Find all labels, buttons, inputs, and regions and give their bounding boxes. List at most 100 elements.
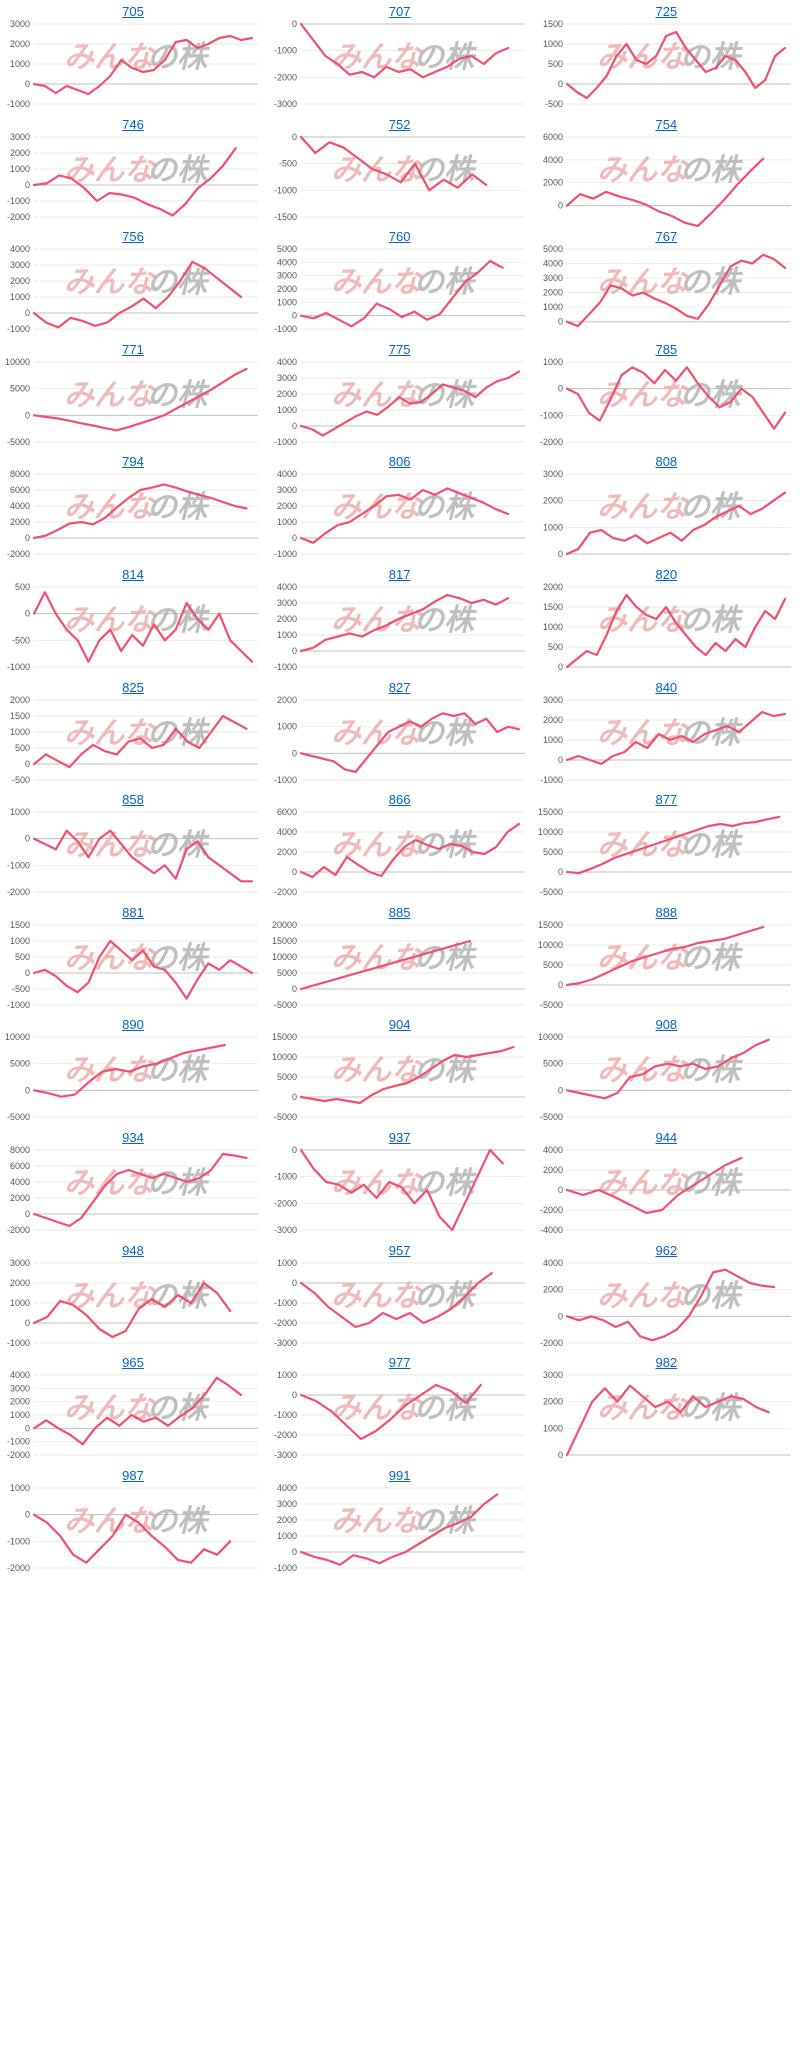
chart-934: -2000 0 2000 4000 6000 8000 みんな の株 934	[0, 1126, 266, 1238]
y-tick-label: 0	[292, 1092, 297, 1102]
y-tick-label: 0	[292, 867, 297, 877]
chart-881: -1000 -500 0 500 1000 1500 みんな の株 881	[0, 901, 266, 1013]
chart-title-link[interactable]: 707	[388, 4, 411, 19]
chart-title-link[interactable]: 725	[655, 4, 678, 19]
chart-title-link[interactable]: 957	[388, 1242, 411, 1258]
chart-title-link[interactable]: 785	[655, 341, 678, 357]
chart-title-link[interactable]: 904	[388, 1017, 411, 1033]
chart-title-link[interactable]: 944	[655, 1130, 678, 1145]
chart-title-link[interactable]: 767	[655, 229, 678, 245]
y-tick-label: 0	[292, 132, 297, 142]
y-tick-label: 3000	[543, 273, 563, 283]
chart-title-link[interactable]: 965	[122, 1355, 144, 1371]
series-line	[299, 1384, 482, 1441]
chart-794: -2000 0 2000 4000 6000 8000 みんな の株 794	[0, 450, 266, 562]
y-tick-label: 2000	[10, 517, 30, 527]
y-tick-label: 0	[25, 1318, 30, 1328]
watermark-logo-right: の株	[680, 153, 744, 188]
chart-title-link[interactable]: 890	[122, 1017, 144, 1033]
chart-title-link[interactable]: 794	[122, 454, 144, 470]
chart-title-link[interactable]: 982	[655, 1355, 678, 1371]
y-tick-label: -1000	[274, 324, 297, 334]
y-tick-label: 1000	[543, 735, 563, 745]
chart-title-link[interactable]: 754	[655, 116, 678, 132]
watermark-logo-left: みんな	[331, 265, 424, 300]
chart-title-link[interactable]: 775	[388, 341, 411, 357]
y-tick-label: 2000	[277, 614, 297, 624]
y-tick-label: 0	[292, 19, 297, 29]
y-tick-label: 1000	[277, 517, 297, 527]
series-line	[32, 939, 254, 1000]
y-tick-label: 0	[25, 834, 30, 844]
y-tick-label: -2000	[274, 1430, 297, 1440]
y-tick-label: -2000	[274, 72, 297, 82]
y-tick-label: 0	[292, 311, 297, 321]
chart-987: -2000 -1000 0 1000 みんな の株 987	[0, 1464, 266, 1576]
y-tick-label: 3000	[543, 1370, 563, 1380]
y-tick-label: 0	[292, 1145, 297, 1155]
y-tick-label: 5000	[277, 968, 297, 978]
y-tick-label: 1000	[10, 936, 30, 946]
chart-title-link[interactable]: 820	[655, 567, 678, 582]
chart-title-link[interactable]: 888	[655, 904, 678, 920]
chart-962: -2000 0 2000 4000 みんな の株 962	[533, 1239, 799, 1351]
chart-title-link[interactable]: 962	[655, 1242, 678, 1258]
series-line	[299, 593, 509, 653]
chart-title-link[interactable]: 705	[122, 4, 144, 19]
chart-title-link[interactable]: 908	[655, 1017, 678, 1033]
chart-title-link[interactable]: 808	[655, 454, 678, 470]
chart-title-link[interactable]: 756	[122, 229, 144, 245]
series-line	[299, 487, 509, 545]
y-tick-label: 500	[15, 952, 30, 962]
chart-title-link[interactable]: 752	[388, 116, 411, 132]
y-tick-label: 0	[292, 984, 297, 994]
chart-title-link[interactable]: 934	[122, 1130, 144, 1145]
y-tick-label: 3000	[277, 271, 297, 281]
chart-title-link[interactable]: 977	[388, 1355, 411, 1371]
series-line	[299, 939, 471, 990]
chart-title-link[interactable]: 817	[388, 567, 411, 582]
chart-858: -2000 -1000 0 1000 みんな の株 858	[0, 788, 266, 900]
y-tick-label: -1000	[274, 549, 297, 559]
series-line	[32, 483, 248, 540]
y-tick-label: 3000	[10, 1384, 30, 1394]
chart-title-link[interactable]: 987	[122, 1467, 144, 1483]
series-line	[566, 365, 787, 430]
series-line	[566, 1384, 771, 1457]
chart-title-link[interactable]: 840	[655, 679, 678, 695]
chart-title-link[interactable]: 858	[122, 792, 144, 808]
y-tick-label: 4000	[543, 259, 563, 269]
chart-title-link[interactable]: 948	[122, 1242, 144, 1258]
chart-title-link[interactable]: 885	[388, 904, 411, 920]
chart-title-link[interactable]: 814	[122, 567, 144, 582]
y-tick-label: 4000	[10, 1177, 30, 1187]
chart-title-link[interactable]: 991	[388, 1467, 411, 1483]
chart-title-link[interactable]: 806	[388, 454, 411, 470]
watermark-logo-left: みんな	[64, 1504, 157, 1539]
chart-title-link[interactable]: 881	[122, 904, 144, 920]
series-line	[299, 260, 504, 328]
series-line	[32, 34, 254, 96]
y-tick-label: -2000	[7, 887, 30, 897]
chart-title-link[interactable]: 771	[122, 341, 144, 357]
chart-title-link[interactable]: 877	[655, 792, 678, 808]
y-tick-label: -5000	[540, 1112, 563, 1122]
chart-title-link[interactable]: 746	[122, 116, 144, 132]
chart-title-link[interactable]: 937	[388, 1130, 411, 1145]
chart-title-link[interactable]: 760	[388, 229, 411, 245]
y-tick-label: -2000	[7, 1450, 30, 1460]
y-tick-label: 4000	[277, 827, 297, 837]
chart-title-link[interactable]: 866	[388, 792, 411, 808]
y-tick-label: -1500	[274, 212, 297, 222]
y-tick-label: -4000	[540, 1225, 563, 1235]
y-tick-label: 2000	[10, 1397, 30, 1407]
chart-957: -3000 -2000 -1000 0 1000 みんな の株 957	[267, 1239, 533, 1351]
chart-title-link[interactable]: 825	[122, 679, 144, 695]
chart-title-link[interactable]: 827	[388, 679, 411, 695]
